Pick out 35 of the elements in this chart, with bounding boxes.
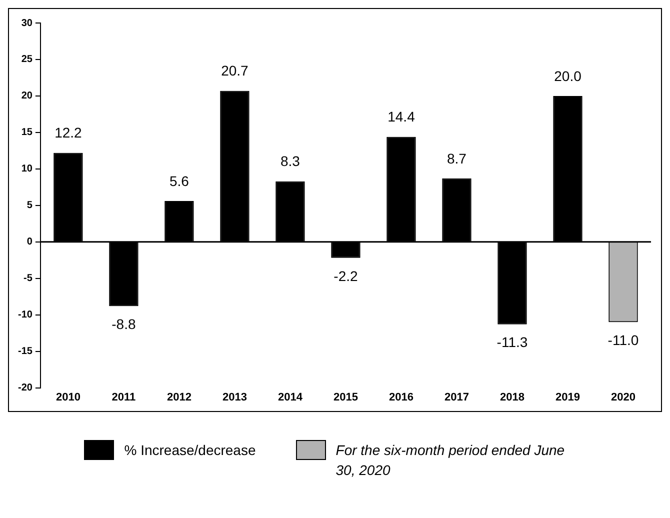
y-tick-label: -15 <box>18 346 33 358</box>
y-tick-label: -10 <box>18 310 33 321</box>
data-label: 5.6 <box>169 172 190 189</box>
data-label: 8.7 <box>447 150 467 166</box>
data-label: 14.4 <box>388 108 416 125</box>
x-tick-label: 2011 <box>112 391 136 404</box>
data-label: -8.8 <box>112 316 136 332</box>
data-label: -11.3 <box>496 334 528 350</box>
x-tick-label: 2014 <box>278 391 304 404</box>
y-tick-label: 10 <box>21 164 33 175</box>
x-tick-label: 2017 <box>444 391 469 404</box>
y-tick-label: 30 <box>21 18 33 29</box>
data-label: 12.2 <box>54 124 82 141</box>
y-tick-label: 5 <box>26 200 33 212</box>
data-label: 20.0 <box>554 68 582 84</box>
data-label: 20.7 <box>221 62 249 79</box>
legend-label: % Increase/decrease <box>124 441 256 460</box>
x-tick-label: 2020 <box>611 391 636 404</box>
data-label: -2.2 <box>334 268 358 284</box>
data-label: 8.3 <box>280 153 300 170</box>
x-tick-label: 2013 <box>222 391 247 404</box>
x-tick-label: 2018 <box>500 391 524 404</box>
y-tick-label: 20 <box>21 90 33 102</box>
y-tick-label: 15 <box>21 127 33 138</box>
data-label: -11.0 <box>608 332 639 348</box>
x-tick-label: 2016 <box>388 391 414 404</box>
y-tick-label: -5 <box>24 273 33 284</box>
x-tick-label: 2012 <box>166 391 192 404</box>
y-tick-label: -20 <box>18 382 33 394</box>
x-tick-label: 2015 <box>333 391 358 404</box>
legend-label: For the six-month period ended June 30, 2020 <box>336 441 566 480</box>
y-tick-label: 25 <box>21 54 33 66</box>
x-tick-label: 2019 <box>556 391 580 404</box>
y-tick-label: 0 <box>26 236 33 248</box>
x-tick-label: 2010 <box>56 391 80 404</box>
